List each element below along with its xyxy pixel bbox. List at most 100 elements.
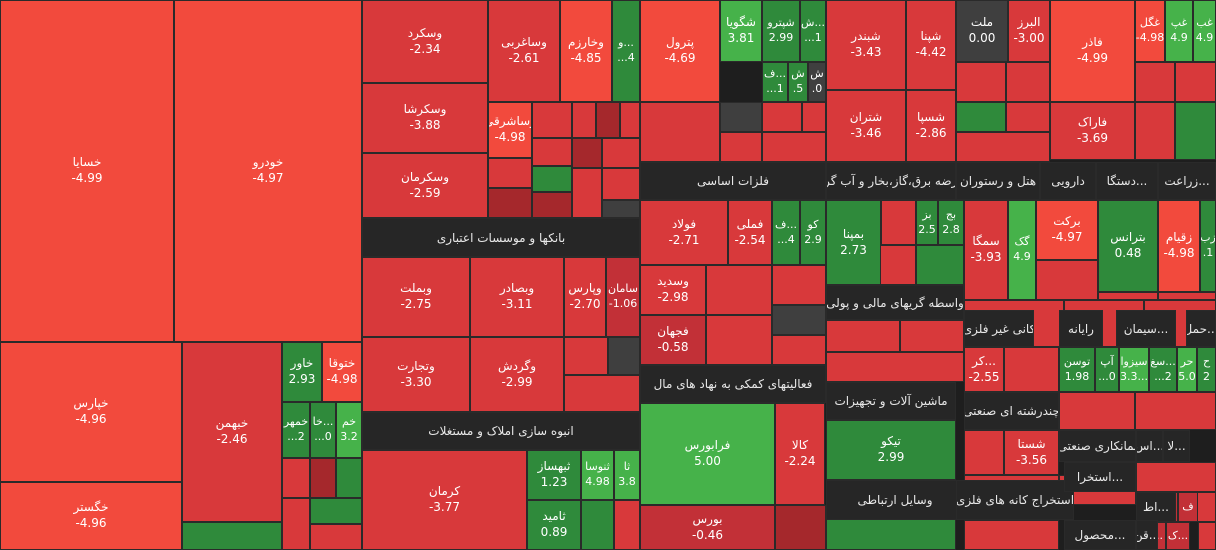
stock-tile[interactable]: ملت 0.00 <box>956 0 1008 62</box>
filler-tile[interactable] <box>488 188 532 218</box>
filler-tile[interactable] <box>564 337 608 375</box>
stock-tile[interactable]: خپارس -4.96 <box>0 342 182 482</box>
stock-tile[interactable]: ثا 3.8 <box>614 450 640 500</box>
filler-tile[interactable] <box>640 102 720 162</box>
filler-tile[interactable] <box>572 138 602 168</box>
stock-tile[interactable]: ف <box>1178 492 1198 522</box>
filler-tile[interactable] <box>762 132 826 162</box>
stock-tile[interactable]: ف... ...1 <box>762 62 788 102</box>
filler-tile[interactable] <box>1135 102 1175 160</box>
stock-tile[interactable]: ثبهساز 1.23 <box>527 450 581 500</box>
stock-tile[interactable]: شستا -3.56 <box>1004 430 1059 475</box>
stock-tile[interactable]: بز 2.5 <box>916 200 938 245</box>
filler-tile[interactable] <box>1136 462 1216 492</box>
stock-tile[interactable]: زب .1 <box>1200 200 1216 292</box>
stock-tile[interactable]: وسدید -2.98 <box>640 265 706 315</box>
stock-tile[interactable]: کرمان -3.77 <box>362 450 527 550</box>
stock-tile[interactable]: فجهان -0.58 <box>640 315 706 365</box>
stock-tile[interactable]: سغ... ...2 <box>1149 347 1177 392</box>
filler-tile[interactable] <box>802 102 826 132</box>
filler-tile[interactable] <box>620 102 640 138</box>
filler-tile[interactable] <box>614 500 640 550</box>
stock-tile[interactable]: شتران -3.46 <box>826 90 906 162</box>
filler-tile[interactable] <box>282 458 310 498</box>
stock-tile[interactable]: سیزوا 3.3... <box>1119 347 1149 392</box>
filler-tile[interactable] <box>826 320 900 352</box>
stock-tile[interactable]: کو 2.9 <box>800 200 826 265</box>
filler-tile[interactable] <box>532 138 572 166</box>
stock-tile[interactable]: کر... -2.55 <box>964 347 1004 392</box>
filler-tile[interactable] <box>1006 102 1050 132</box>
stock-tile[interactable]: ف... ...4 <box>772 200 800 265</box>
stock-tile[interactable]: وساغربی -2.61 <box>488 0 560 102</box>
filler-tile[interactable] <box>956 132 1050 162</box>
filler-tile[interactable] <box>1059 392 1135 430</box>
stock-tile[interactable]: شسپا -2.86 <box>906 90 956 162</box>
stock-tile[interactable]: بترانس 0.48 <box>1098 200 1158 292</box>
stock-tile[interactable]: ش .5 <box>788 62 808 102</box>
filler-tile[interactable] <box>602 168 640 200</box>
stock-tile[interactable]: البرز -3.00 <box>1008 0 1050 62</box>
stock-tile[interactable]: بج 2.8 <box>938 200 964 245</box>
stock-tile[interactable]: وگردش -2.99 <box>470 337 564 412</box>
stock-tile[interactable]: شپترو 2.99 <box>762 0 800 62</box>
stock-tile[interactable]: فرابورس 5.00 <box>640 403 775 505</box>
stock-tile[interactable]: وسکرمان -2.59 <box>362 153 488 218</box>
stock-tile[interactable]: وسکرد -2.34 <box>362 0 488 83</box>
filler-tile[interactable] <box>881 200 916 245</box>
filler-tile[interactable] <box>572 168 602 218</box>
stock-tile[interactable]: ثنوسا 4.98 <box>581 450 614 500</box>
stock-tile[interactable]: ک... <box>1166 522 1190 550</box>
stock-tile[interactable]: سامان -1.06 <box>606 257 640 337</box>
stock-tile[interactable]: بمپنا 2.73 <box>826 200 881 285</box>
filler-tile[interactable] <box>532 166 572 192</box>
filler-tile[interactable] <box>775 505 826 550</box>
stock-tile[interactable]: خاور 2.93 <box>282 342 322 402</box>
filler-tile[interactable] <box>956 62 1006 102</box>
filler-tile[interactable] <box>1175 102 1216 160</box>
filler-tile[interactable] <box>608 337 640 375</box>
stock-tile[interactable]: توسن 1.98 <box>1059 347 1095 392</box>
filler-tile[interactable] <box>1004 347 1059 392</box>
filler-tile[interactable] <box>1175 62 1216 102</box>
filler-tile[interactable] <box>1135 62 1175 102</box>
stock-tile[interactable]: فاذر -4.99 <box>1050 0 1135 102</box>
stock-tile[interactable]: بورس -0.46 <box>640 505 775 550</box>
stock-tile[interactable]: سمگا -3.93 <box>964 200 1008 300</box>
stock-tile[interactable]: فملی -2.54 <box>728 200 772 265</box>
filler-tile[interactable] <box>772 265 826 305</box>
filler-tile[interactable] <box>916 245 964 285</box>
filler-tile[interactable] <box>182 522 282 550</box>
stock-tile[interactable]: زقیام -4.98 <box>1158 200 1200 292</box>
stock-tile[interactable]: ش... ...1 <box>800 0 826 62</box>
stock-tile[interactable]: غب 4.9 <box>1193 0 1216 62</box>
stock-tile[interactable]: حر 5.0 <box>1177 347 1197 392</box>
stock-tile[interactable]: وبملت -2.75 <box>362 257 470 337</box>
filler-tile[interactable] <box>720 132 762 162</box>
filler-tile[interactable] <box>1036 260 1098 300</box>
stock-tile[interactable]: خبهمن -2.46 <box>182 342 282 522</box>
stock-tile[interactable]: وساشرقی-4.98 <box>488 102 532 158</box>
stock-tile[interactable]: خودرو -4.97 <box>174 0 362 342</box>
stock-tile[interactable]: برکت -4.97 <box>1036 200 1098 260</box>
stock-tile[interactable]: وسکرشا -3.88 <box>362 83 488 153</box>
filler-tile[interactable] <box>1135 392 1216 430</box>
filler-tile[interactable] <box>1006 62 1050 102</box>
stock-tile[interactable]: آپ ...0 <box>1095 347 1119 392</box>
stock-tile[interactable]: خا... ...0 <box>310 402 336 458</box>
stock-tile[interactable]: گک 4.9 <box>1008 200 1036 300</box>
filler-tile[interactable] <box>964 430 1004 475</box>
stock-tile[interactable]: ش .0 <box>808 62 826 102</box>
filler-tile[interactable] <box>596 102 620 138</box>
filler-tile[interactable] <box>1098 292 1158 300</box>
filler-tile[interactable] <box>310 524 362 550</box>
stock-tile[interactable]: و... ...4 <box>612 0 640 102</box>
filler-tile[interactable] <box>564 375 640 412</box>
filler-tile[interactable] <box>964 520 1059 550</box>
stock-tile[interactable]: خسایا -4.99 <box>0 0 174 342</box>
stock-tile[interactable]: وتجارت -3.30 <box>362 337 470 412</box>
filler-tile[interactable] <box>1158 292 1216 300</box>
filler-tile[interactable] <box>1198 522 1216 550</box>
filler-tile[interactable] <box>602 138 640 168</box>
